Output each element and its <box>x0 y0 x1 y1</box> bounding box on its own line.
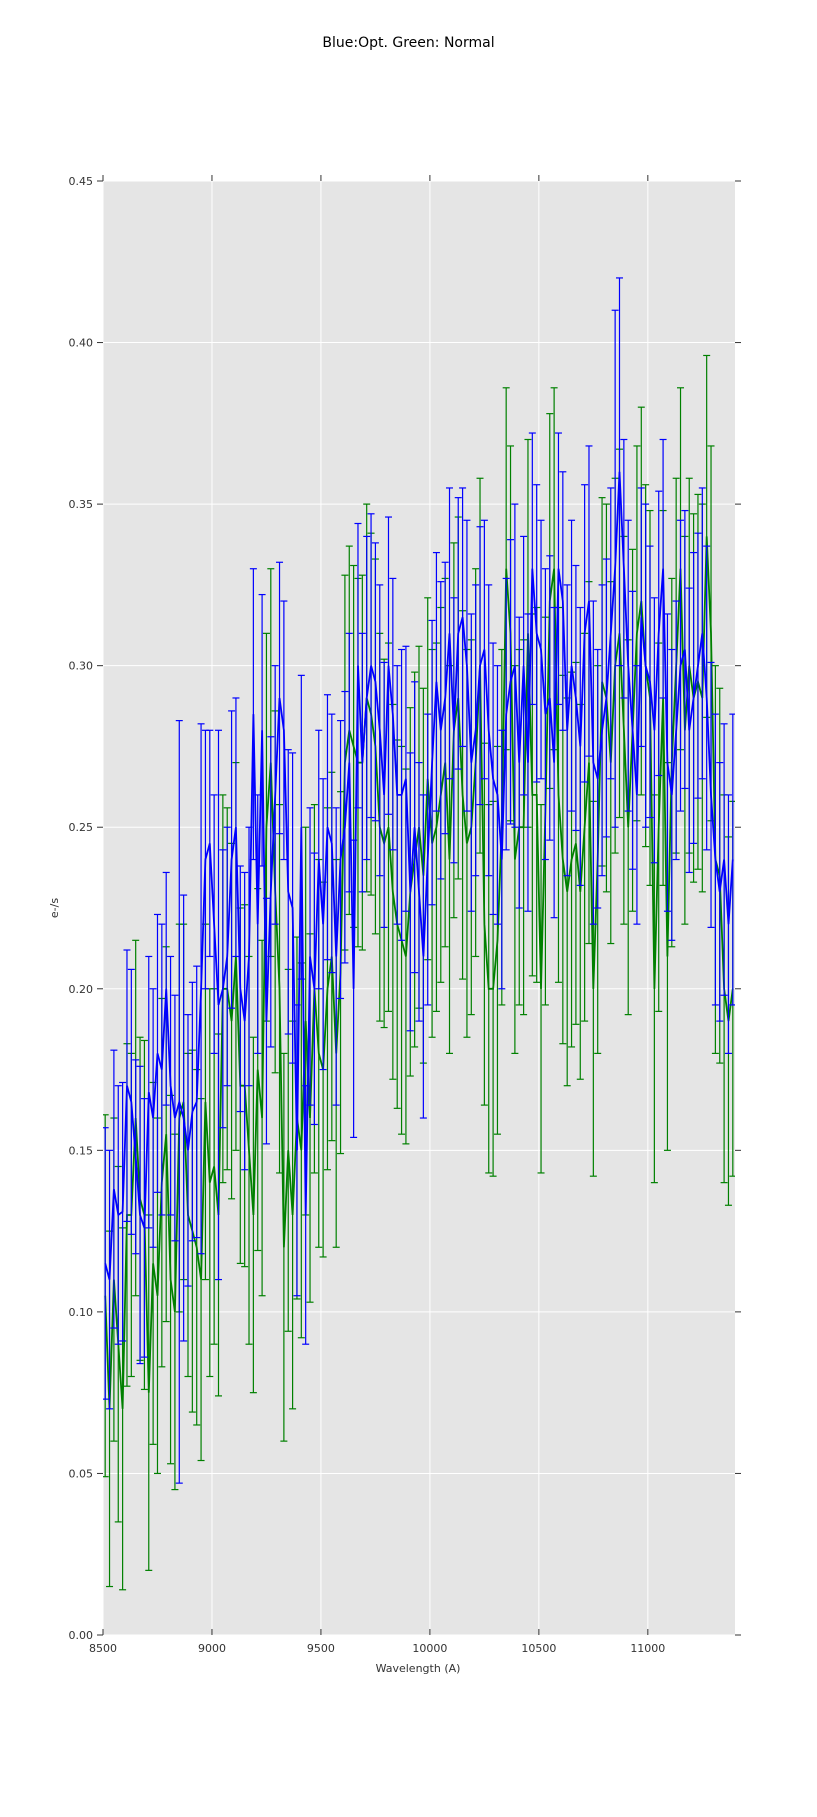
x-tick-label: 9000 <box>198 1642 226 1655</box>
y-tick-label: 0.45 <box>69 175 94 188</box>
y-tick-label: 0.40 <box>69 337 94 350</box>
x-tick-label: 10000 <box>412 1642 447 1655</box>
x-tick-label: 11000 <box>630 1642 665 1655</box>
y-tick-label: 0.25 <box>69 821 94 834</box>
series-line <box>104 471 734 1280</box>
x-tick-label: 9500 <box>307 1642 335 1655</box>
x-tick-label: 8500 <box>89 1642 117 1655</box>
series-0 <box>103 277 735 1484</box>
y-tick-label: 0.15 <box>69 1144 94 1157</box>
x-tick-label: 10500 <box>521 1642 556 1655</box>
y-tick-label: 0.30 <box>69 660 94 673</box>
y-tick-label: 0.35 <box>69 498 94 511</box>
y-tick-label: 0.10 <box>69 1306 94 1319</box>
x-axis-label: Wavelength (A) <box>376 1662 461 1675</box>
y-tick-label: 0.00 <box>69 1629 94 1642</box>
y-tick-label: 0.20 <box>69 983 94 996</box>
chart-title: Blue:Opt. Green: Normal <box>322 35 494 51</box>
y-tick-label: 0.05 <box>69 1467 94 1480</box>
y-axis-label: e-/s <box>48 898 61 918</box>
